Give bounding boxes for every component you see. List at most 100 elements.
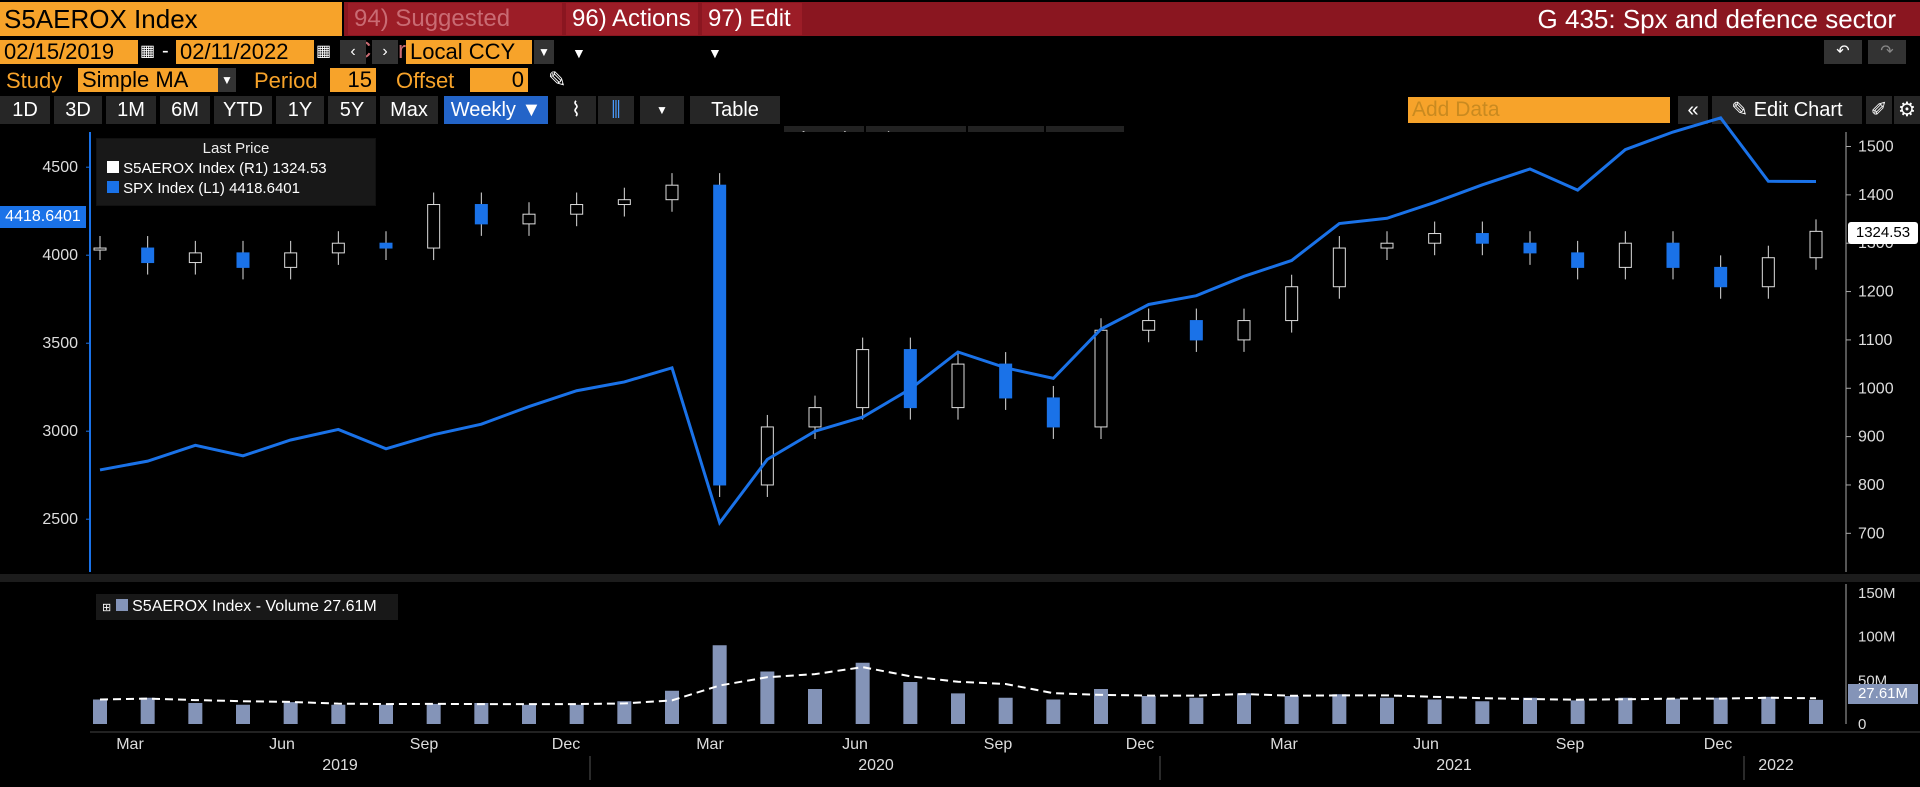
volume-last-tag: 27.61M [1848,684,1918,704]
study-label: Study [6,68,63,93]
legend-row-spx: SPX Index (L1) 4418.6401 [97,179,375,199]
gear-icon[interactable]: ⚙ [1894,96,1920,124]
edit-chart-button[interactable]: ✎ Edit Chart [1712,96,1862,124]
month-label: Mar [116,736,144,753]
chevron-down-icon: ▼ [572,45,586,61]
zoom-label: Zoom [1072,129,1111,146]
annotate-button[interactable]: ⟋ Annotate [866,126,966,150]
range-6m[interactable]: 6M [160,96,210,124]
month-label: Dec [552,736,580,753]
month-label: Sep [410,736,439,753]
collapse-icon[interactable]: « [1678,96,1708,124]
left-axis-tick: 3500 [42,335,78,352]
edit-button[interactable]: 97) Edit ▼ [702,3,802,61]
news-icon: ≣ [978,129,992,146]
range-1m[interactable]: 1M [106,96,156,124]
volume-bar [1141,696,1156,724]
legend-swatch [107,181,119,193]
end-date-field[interactable]: 02/11/2022 [176,40,314,64]
table-button[interactable]: Table [690,96,780,124]
redo-button[interactable]: ↷ [1868,40,1906,64]
volume-bar [93,699,107,724]
left-axis-tick: 4000 [42,247,78,264]
candle-body [665,184,679,201]
right-axis-tick: 1100 [1858,332,1893,349]
chevron-down-icon[interactable]: ▼ [534,40,554,64]
right-axis-tick: 800 [1858,477,1885,494]
prev-period-button[interactable]: ‹ [340,40,366,64]
currency-select[interactable]: Local CCY [406,40,532,64]
year-label: 2022 [1758,757,1794,774]
candle-body [1380,242,1394,249]
chevron-down-icon: ▼ [708,45,722,61]
candle-chart-icon[interactable]: ⫼ [598,96,634,124]
month-label: Mar [696,736,724,753]
range-1d[interactable]: 1D [0,96,50,124]
actions-button[interactable]: 96) Actions ▼ [566,3,698,61]
legend-s1-label: S5AEROX Index (R1) [123,160,269,177]
expand-icon[interactable]: ⊞ [102,602,112,614]
year-label: 2019 [322,757,358,774]
offset-field[interactable]: 0 [470,68,528,92]
range-ytd[interactable]: YTD [214,96,272,124]
volume-bar [379,704,393,724]
volume-axis-tick: 150M [1858,585,1896,602]
next-period-button[interactable]: › [372,40,398,64]
frequency-select[interactable]: Weekly ▼ [444,96,548,124]
candle-body [1046,397,1060,428]
volume-moving-average [99,666,1817,706]
news-button[interactable]: ≣ News [968,126,1044,150]
legend-s1-value: 1324.53 [272,160,327,177]
annotate-label: Annotate [892,129,953,146]
volume-bar [569,704,584,724]
volume-bar [808,689,822,724]
candle-body [1809,230,1823,259]
volume-bar [1475,701,1490,724]
calendar-icon[interactable]: ▦ [316,43,332,60]
chevron-down-icon[interactable]: ▼ [218,68,236,92]
search-icon: ⌕ [1059,129,1068,146]
chart-type-dropdown[interactable]: ▼ [640,96,684,124]
offset-label: Offset [396,68,455,93]
candle-body [808,407,822,428]
candle-body [141,247,155,264]
candle-body [1761,257,1775,288]
left-axis-tick: 3000 [42,423,78,440]
candle-body [284,252,298,268]
undo-button[interactable]: ↶ [1824,40,1862,64]
candle-body [951,363,965,409]
suggested-charts-button[interactable]: 94) Suggested Charts [348,3,562,64]
calendar-icon[interactable]: ▦ [140,43,156,60]
range-5y[interactable]: 5Y [328,96,376,124]
range-1y[interactable]: 1Y [276,96,324,124]
track-label: Track [813,129,851,146]
candle-body [522,213,536,225]
volume-bar [617,701,632,724]
volume-bar [1427,699,1442,724]
zoom-button[interactable]: ⌕ Zoom [1046,126,1124,150]
start-date-field[interactable]: 02/15/2019 [0,40,138,64]
range-max[interactable]: Max [380,96,438,124]
study-select[interactable]: Simple MA [78,68,218,92]
track-button[interactable]: ✛ Track [784,126,864,150]
news-label: News [995,129,1034,146]
candle-body [1666,242,1680,268]
line-chart-icon[interactable]: ⌇ [556,96,596,124]
right-axis-tick: 1500 [1858,139,1894,156]
month-label: Dec [1704,736,1732,753]
right-axis-tick: 1400 [1858,187,1894,204]
candle-body [856,349,870,409]
range-3d[interactable]: 3D [54,96,102,124]
volume-bar [712,645,727,724]
period-field[interactable]: 15 [330,68,376,92]
ticker-field[interactable]: S5AEROX Index [0,2,342,36]
chart-edit-icon[interactable]: ✐ [1866,96,1892,124]
month-label: Dec [1126,736,1154,753]
pencil-icon[interactable]: ✎ [548,67,567,92]
left-axis-tick: 4500 [42,159,78,176]
candle-body [1285,286,1299,322]
add-data-field[interactable]: Add Data [1408,97,1670,123]
candle-body [1475,233,1489,244]
candle-body [713,184,727,486]
pencil-icon: ✎ [1731,99,1749,121]
